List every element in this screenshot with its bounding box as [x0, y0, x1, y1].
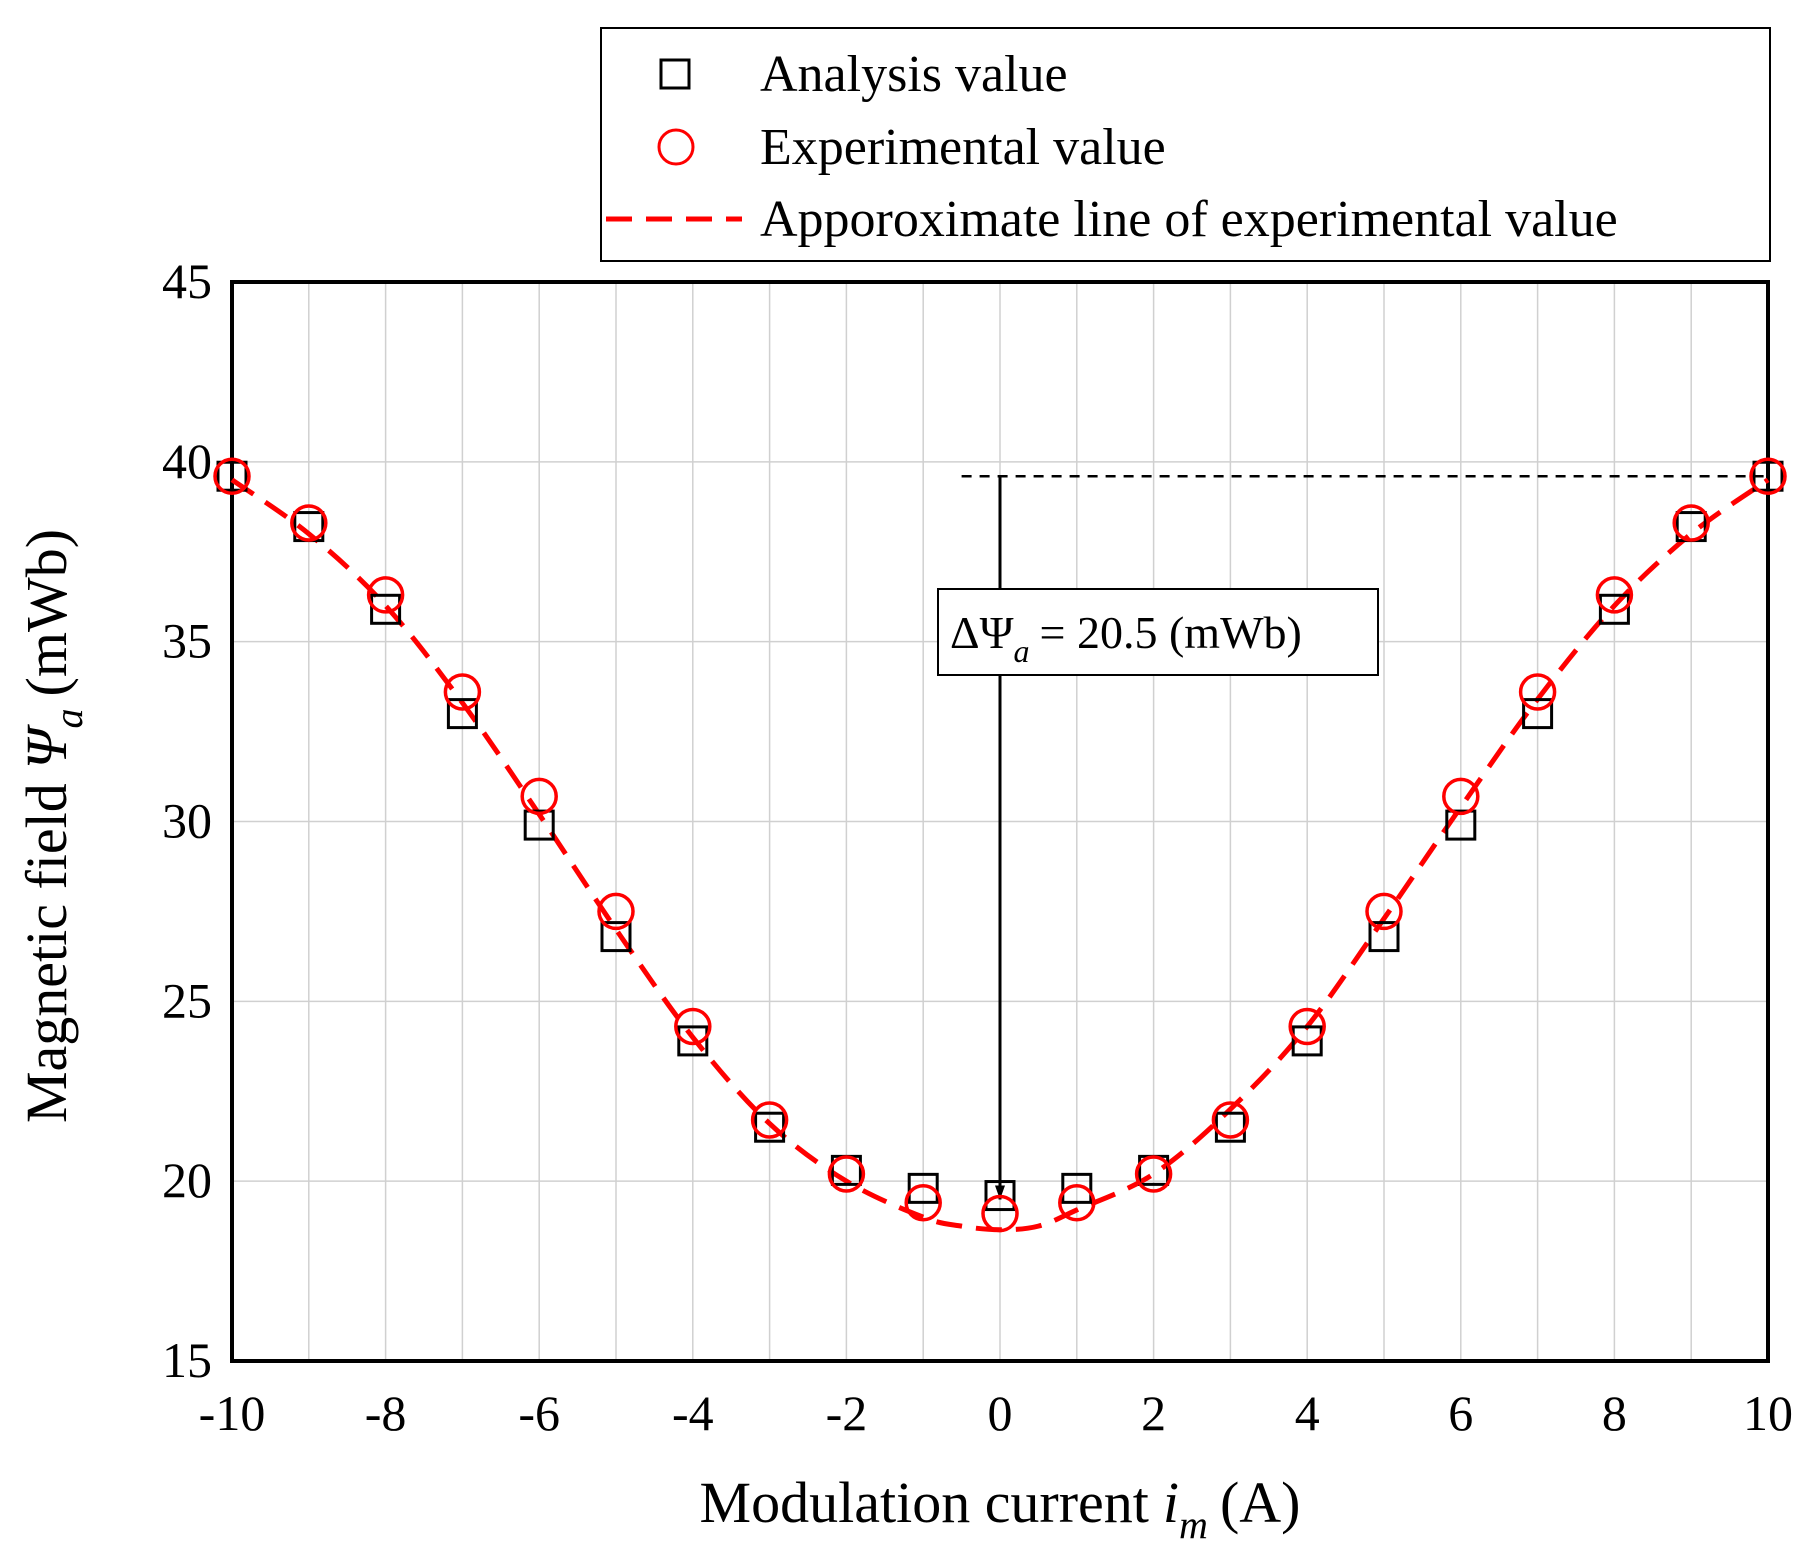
y-tick-label: 15	[162, 1332, 212, 1388]
analysis-value-point	[600, 921, 632, 953]
analysis-value-point	[1368, 921, 1400, 953]
y-axis-symbol: Ψ	[14, 723, 79, 769]
legend-circle-marker	[657, 128, 695, 166]
y-tick-label: 30	[162, 793, 212, 849]
x-tick-label: -4	[672, 1385, 714, 1441]
y-axis-title-text: Magnetic field	[14, 783, 79, 1123]
x-tick-labels: -10 -8 -6 -4 -2 0 2 4 6 8 10	[199, 1385, 1793, 1441]
experimental-value-point	[597, 892, 635, 931]
experimental-value-point	[981, 1194, 1019, 1233]
y-tick-label: 45	[162, 253, 212, 309]
legend-label-approx: Apporoximate line of experimental value	[760, 191, 1618, 248]
experimental-value-point	[1058, 1183, 1096, 1222]
analysis-value-point	[523, 809, 555, 841]
y-tick-label: 40	[162, 433, 212, 489]
experimental-value-point	[443, 673, 482, 711]
delta-symbol: ΔΨ	[950, 607, 1014, 658]
analysis-value-point	[1061, 1172, 1093, 1204]
delta-annotation-box	[937, 588, 1379, 676]
experimental-value-point	[1211, 1101, 1250, 1139]
experimental-value-point	[1288, 1007, 1326, 1046]
x-tick-label: -6	[518, 1385, 560, 1441]
y-tick-labels: 15 20 25 30 35 40 45	[162, 253, 212, 1388]
x-axis-subscript: m	[1179, 1502, 1208, 1546]
delta-value: = 20.5 (mWb)	[1040, 607, 1302, 658]
analysis-value-point	[677, 1025, 709, 1057]
legend-label-experimental: Experimental value	[760, 119, 1166, 176]
experimental-value-series	[213, 457, 1787, 1233]
x-axis-unit: (A)	[1220, 1470, 1301, 1535]
experimental-value-point	[290, 504, 328, 542]
x-tick-label: 2	[1141, 1385, 1166, 1441]
analysis-value-point	[1522, 698, 1554, 730]
experimental-value-point	[1749, 457, 1787, 495]
x-axis-title-text: Modulation current	[700, 1470, 1149, 1535]
experimental-value-point	[674, 1007, 712, 1046]
delta-subscript: a	[1014, 633, 1030, 669]
legend-box	[600, 27, 1771, 262]
experimental-value-point	[366, 576, 405, 614]
experimental-value-point	[1672, 504, 1710, 542]
plot-frame	[230, 280, 1770, 1363]
experimental-value-point	[1442, 777, 1480, 816]
experimental-value-point	[827, 1155, 866, 1193]
x-axis-title: Modulation current im (A)	[700, 1470, 1301, 1546]
x-tick-label: 10	[1743, 1385, 1793, 1441]
y-tick-label: 25	[162, 972, 212, 1028]
y-tick-label: 35	[162, 613, 212, 669]
x-tick-label: 6	[1448, 1385, 1473, 1441]
experimental-value-point	[1595, 576, 1634, 614]
experimental-value-point	[750, 1101, 789, 1139]
analysis-value-point	[1291, 1025, 1323, 1057]
x-axis-symbol: i	[1163, 1470, 1179, 1535]
delta-annotation-label: ΔΨa = 20.5 (mWb)	[950, 607, 1302, 669]
analysis-value-point	[1598, 593, 1630, 625]
y-axis-unit: (mWb)	[14, 529, 79, 697]
x-tick-label: 8	[1602, 1385, 1627, 1441]
y-tick-label: 20	[162, 1152, 212, 1208]
experimental-value-point	[213, 457, 251, 495]
experimental-value-point	[1365, 892, 1403, 931]
x-tick-label: -8	[365, 1385, 407, 1441]
experimental-value-point	[904, 1183, 942, 1222]
experimental-value-point	[1134, 1155, 1173, 1193]
x-tick-label: -2	[826, 1385, 868, 1441]
x-tick-label: -10	[199, 1385, 266, 1441]
x-tick-label: 4	[1295, 1385, 1320, 1441]
y-axis-subscript: a	[46, 708, 91, 728]
legend: Analysis value Experimental value Apporo…	[600, 27, 1771, 262]
legend-square-marker	[659, 58, 691, 90]
analysis-value-point	[984, 1180, 1016, 1212]
x-tick-label: 0	[988, 1385, 1013, 1441]
analysis-value-point	[907, 1172, 939, 1204]
analysis-value-point	[1752, 460, 1784, 492]
analysis-value-point	[446, 698, 478, 730]
legend-label-analysis: Analysis value	[760, 46, 1068, 103]
analysis-value-point	[370, 593, 402, 625]
delta-annotation: ΔΨa = 20.5 (mWb)	[937, 588, 1379, 676]
experimental-value-point	[520, 777, 558, 816]
experimental-value-point	[1518, 673, 1557, 711]
y-axis-title: Magnetic field Ψa (mWb)	[14, 529, 91, 1123]
analysis-value-point	[1445, 809, 1477, 841]
analysis-value-point	[216, 460, 248, 492]
